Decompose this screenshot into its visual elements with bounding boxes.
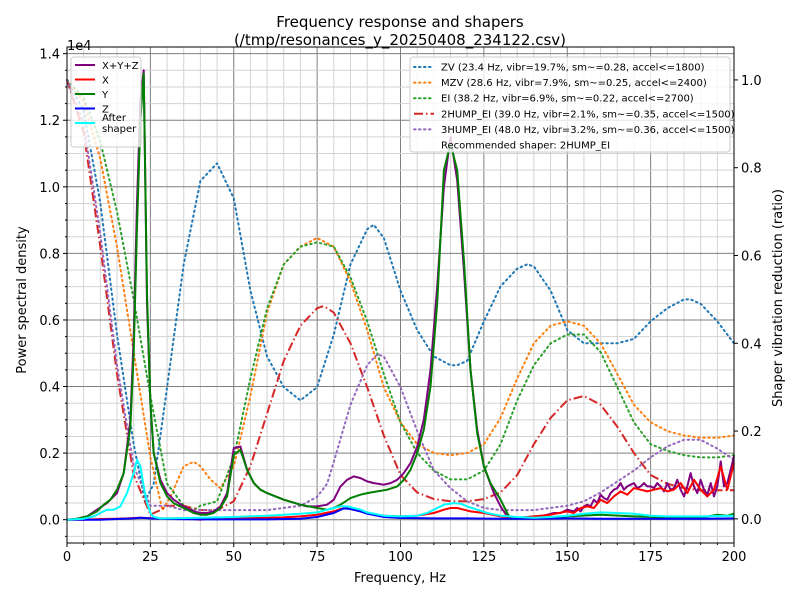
y-tick-label: 0.0 [39,514,60,529]
series-line-2hump-ei [66,79,734,516]
shaper-lines [66,78,735,516]
series-line-x-y-z [66,69,735,521]
legend-label: Z [102,105,109,116]
x-tick-label: 100 [388,550,413,565]
legend-label: ZV (23.4 Hz, vibr=19.7%, sm~=0.28, accel… [441,63,705,74]
legend-label: shaper [102,124,137,135]
legend-label: X+Y+Z [102,61,139,72]
y-axis-left: 0.0 0.2 0.4 0.6 0.8 1.0 1.2 1.4 [39,48,67,537]
series-line-after [66,458,735,521]
legend-label: EI (38.2 Hz, vibr=6.9%, sm~=0.22, accel<… [441,94,694,105]
y-tick-label: 0.6 [39,314,60,329]
y-right-tick-label: 0.2 [741,425,762,440]
y-right-tick-label: 0.4 [741,337,762,352]
psd-lines [66,69,735,521]
legend-label: 3HUMP_EI (48.0 Hz, vibr=3.2%, sm~=0.36, … [441,125,735,136]
series-line-z [67,507,735,521]
x-axis-label: Frequency, Hz [354,571,446,586]
legend-label: X [102,76,109,87]
legend-shapers-box [409,56,731,153]
legend-label: After [102,113,127,124]
x-tick-label: 0 [63,550,71,565]
y-axis-right-label: Shaper vibration reduction (ratio) [771,189,786,407]
series-line-zv [66,78,735,503]
legend-label: MZV (28.6 Hz, vibr=7.9%, sm~=0.25, accel… [441,78,707,89]
x-axis: 0 25 50 75 100 125 150 175 200 [63,543,747,565]
y-axis-label: Power spectral density [15,226,30,374]
y-right-tick-label: 0.0 [741,513,762,528]
y-tick-label: 0.4 [39,381,60,396]
x-tick-label: 200 [722,550,747,565]
x-tick-label: 125 [471,550,496,565]
y-axis-right: 0.0 0.2 0.4 0.6 0.8 1.0 [734,74,762,528]
y-right-tick-label: 1.0 [741,74,762,89]
y-tick-label: 0.8 [39,247,60,262]
y-right-tick-label: 0.8 [741,162,762,177]
series-line-ei [66,78,735,512]
legend-shapers: ZV (23.4 Hz, vibr=19.7%, sm~=0.28, accel… [409,56,735,153]
y-offset-label: 1e4 [67,39,92,54]
grid [66,47,735,543]
series-line-3hump-ei [66,78,735,512]
legend-label: Y [101,90,109,101]
x-tick-label: 75 [309,550,326,565]
y-tick-label: 0.2 [39,447,60,462]
x-tick-label: 150 [555,550,580,565]
chart-subtitle: (/tmp/resonances_y_20250408_234122.csv) [234,31,566,50]
recommended-shaper-label: Recommended shaper: 2HUMP_EI [441,141,610,152]
y-tick-label: 1.2 [39,114,60,129]
x-tick-label: 175 [638,550,663,565]
y-right-tick-label: 0.6 [741,249,762,264]
x-tick-label: 50 [225,550,242,565]
y-tick-label: 1.0 [39,181,60,196]
legend-label: 2HUMP_EI (39.0 Hz, vibr=2.1%, sm~=0.35, … [441,109,735,120]
x-tick-label: 25 [142,550,159,565]
chart-title: Frequency response and shapers [276,13,524,31]
y-tick-label: 1.4 [39,48,60,63]
